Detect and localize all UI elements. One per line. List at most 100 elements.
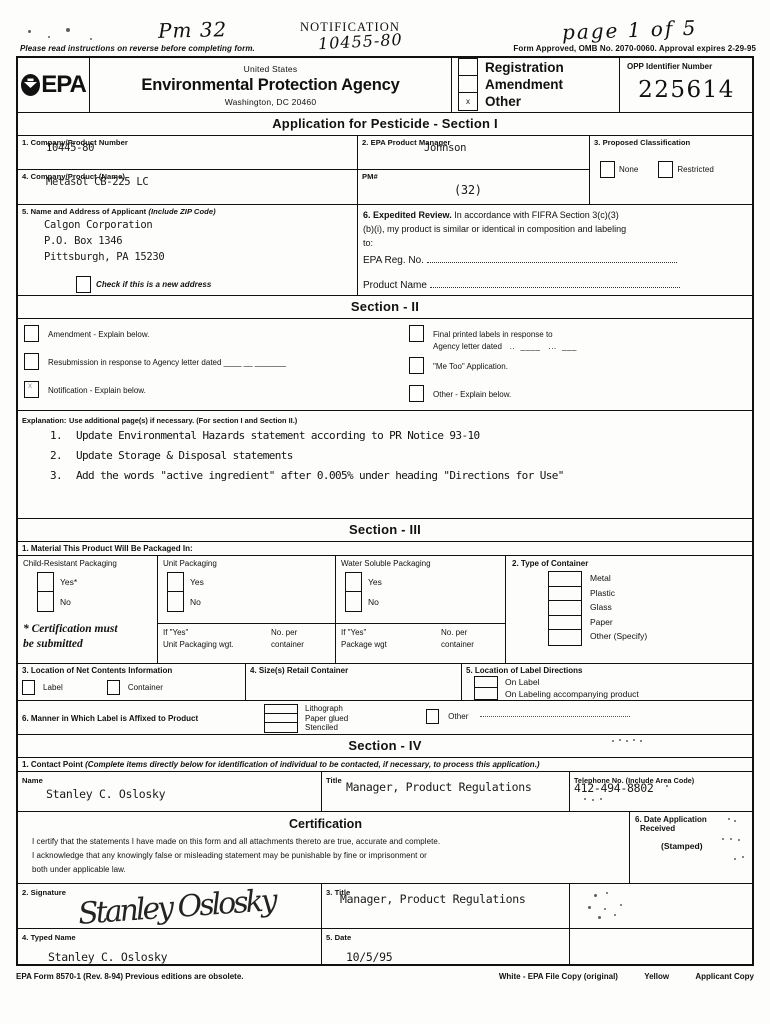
unit-packaging-yesno-boxes[interactable] xyxy=(167,572,184,613)
contact-name-cell[interactable]: Name Stanley C. Oslosky xyxy=(18,771,322,811)
checkbox-class-restricted[interactable] xyxy=(658,160,674,178)
water-soluble-packaging-cell[interactable]: Water Soluble Packaging Yes No xyxy=(336,556,506,664)
explanation-block[interactable]: Explanation: Use additional page(s) if n… xyxy=(18,411,752,520)
checkbox-net-contents-container[interactable] xyxy=(106,680,120,696)
explanation-items: 1. Update Environmental Hazards statement… xyxy=(50,429,746,482)
checkbox-row-me-too[interactable]: "Me Too" Application. xyxy=(409,356,752,374)
type-of-container-cell[interactable]: 2. Type of Container Metal Plastic Glass… xyxy=(506,556,752,663)
checkbox-child-resistant-yes[interactable] xyxy=(38,573,53,593)
label-affix-manner-row[interactable]: 6. Manner in Which Label is Affixed to P… xyxy=(18,701,752,735)
signature-blank-cell xyxy=(570,884,752,928)
affix-manner-checkboxes[interactable] xyxy=(264,704,298,734)
retail-container-size-cell[interactable]: 4. Size(s) Retail Container xyxy=(246,664,462,701)
contact-phone-cell[interactable]: Telephone No. (Include Area Code) 412-49… xyxy=(570,772,752,811)
explanation-item-number: 1. xyxy=(50,428,63,442)
contact-title-value: Manager, Product Regulations xyxy=(346,779,532,794)
section-2-right-column: Final printed labels in response to Agen… xyxy=(385,319,752,410)
checkbox-new-address[interactable] xyxy=(76,275,91,293)
company-product-name-cell[interactable]: 4. Company/Product (Name) Metasol CB-225… xyxy=(18,170,357,204)
net-contents-location-cell[interactable]: 3. Location of Net Contents Information … xyxy=(18,664,246,701)
certification-line-1: I certify that the statements I have mad… xyxy=(32,836,441,846)
child-resistant-packaging-cell[interactable]: Child-Resistant Packaging Yes* No * Cert… xyxy=(18,556,158,664)
section-4-title: Section - IV xyxy=(348,737,422,753)
checkbox-row-other[interactable]: Other - Explain below. xyxy=(409,384,752,402)
epa-logo-text: EPA xyxy=(41,70,87,98)
checkbox-row-amendment[interactable]: Amendment - Explain below. xyxy=(24,324,385,342)
label-s2-other: Other - Explain below. xyxy=(433,389,512,399)
explanation-item-number: 3. xyxy=(50,468,63,482)
label-class-restricted: Restricted xyxy=(677,164,714,174)
signature-title-cell[interactable]: 3. Title Manager, Product Regulations xyxy=(322,883,570,928)
checkbox-stenciled[interactable] xyxy=(265,723,297,732)
checkbox-on-label[interactable] xyxy=(475,677,497,689)
checkbox-row-notification[interactable]: Notification - Explain below. xyxy=(24,380,385,398)
checkbox-water-soluble-no[interactable] xyxy=(346,592,361,611)
checkbox-container-metal[interactable] xyxy=(549,572,581,587)
checkbox-other[interactable]: x xyxy=(466,97,470,107)
company-product-number-label: 1. Company/Product Number xyxy=(22,137,128,147)
checkbox-s2-notification[interactable] xyxy=(24,380,39,398)
checkbox-paper-glued[interactable] xyxy=(265,714,297,724)
applicant-address-cell[interactable]: 5. Name and Address of Applicant (Includ… xyxy=(18,204,358,295)
certification-line-3: both under applicable law. xyxy=(32,864,126,874)
checkbox-water-soluble-yes[interactable] xyxy=(346,573,361,593)
company-product-number-cell[interactable]: 1. Company/Product Number 10445-80 xyxy=(18,136,357,170)
checkbox-container-glass[interactable] xyxy=(549,601,581,616)
contact-title-cell[interactable]: Title Manager, Product Regulations xyxy=(322,771,570,811)
label-container-paper: Paper xyxy=(590,616,613,627)
epa-product-manager-cell[interactable]: 2. EPA Product Manager Johnson xyxy=(358,136,589,170)
checkbox-row-resubmission[interactable]: Resubmission in response to Agency lette… xyxy=(24,352,385,370)
retail-container-size-label: 4. Size(s) Retail Container xyxy=(250,666,349,676)
checkbox-container-plastic[interactable] xyxy=(549,587,581,602)
date-received-cell[interactable]: 6. Date Application Received (Stamped) xyxy=(630,812,752,883)
application-type-checkboxes[interactable]: x xyxy=(458,58,478,112)
checkbox-net-contents-label[interactable] xyxy=(22,680,35,696)
checkbox-amendment[interactable] xyxy=(459,76,477,94)
water-soluble-yesno-boxes[interactable] xyxy=(345,572,362,613)
child-resistant-yesno-boxes[interactable] xyxy=(37,572,54,613)
unit-container-label: container xyxy=(271,640,304,650)
label-directions-checkboxes[interactable] xyxy=(474,676,498,701)
expedited-review-cell[interactable]: 6. Expedited Review. In accordance with … xyxy=(358,205,752,295)
label-container-metal: Metal xyxy=(590,573,611,584)
checkbox-on-labeling[interactable] xyxy=(475,688,497,699)
epa-reg-no-input[interactable] xyxy=(426,261,677,263)
checkbox-unit-packaging-yes[interactable] xyxy=(168,573,183,593)
unit-packaging-cell[interactable]: Unit Packaging Yes No If "Y xyxy=(158,556,336,664)
ws-if-yes-label: If "Yes" xyxy=(341,628,367,638)
pm-number-cell[interactable]: PM# (32) xyxy=(358,170,589,204)
checkbox-registration[interactable] xyxy=(459,59,477,77)
product-name-input[interactable] xyxy=(429,286,680,288)
section-1-row-1: 1. Company/Product Number 10445-80 4. Co… xyxy=(18,135,752,205)
pm-number-label: PM# xyxy=(362,171,378,181)
checkbox-s2-resubmission[interactable] xyxy=(24,352,39,370)
label-s2-final-labels: Final printed labels in response to xyxy=(433,329,553,339)
checkbox-container-other[interactable] xyxy=(549,630,581,645)
affix-other-input[interactable] xyxy=(480,716,631,718)
checkbox-affix-other[interactable] xyxy=(426,709,440,725)
checkbox-s2-amendment[interactable] xyxy=(24,324,39,342)
label-other: Other xyxy=(485,94,522,110)
checkbox-class-none[interactable] xyxy=(600,160,615,178)
checkbox-lithograph[interactable] xyxy=(265,705,297,715)
label-container-other: Other (Specify) xyxy=(590,631,648,642)
material-packaged-label: 1. Material This Product Will Be Package… xyxy=(18,542,752,557)
label-class-none: None xyxy=(619,164,639,174)
ws-package-wgt-label: Package wgt xyxy=(341,640,387,650)
signature-cell[interactable]: 2. Signature Stanley Oslosky xyxy=(18,883,322,931)
section-3-title: Section - III xyxy=(18,519,752,543)
checkbox-child-resistant-no[interactable] xyxy=(38,592,53,611)
checkbox-container-paper[interactable] xyxy=(549,616,581,631)
agency-letter-date-line[interactable]: .. ____ ... ___ xyxy=(504,341,577,351)
checkbox-s2-me-too[interactable] xyxy=(409,356,424,374)
pm-number-value: (32) xyxy=(454,182,482,197)
label-directions-location-cell[interactable]: 5. Location of Label Directions On Label… xyxy=(462,664,752,701)
container-type-checkboxes[interactable] xyxy=(548,571,582,646)
checkbox-unit-packaging-no[interactable] xyxy=(168,592,183,611)
signature-date-cell[interactable]: 5. Date 10/5/95 xyxy=(322,928,570,964)
water-soluble-label: Water Soluble Packaging xyxy=(341,559,431,569)
checkbox-s2-other[interactable] xyxy=(409,384,424,402)
checkbox-s2-final-labels[interactable] xyxy=(409,324,424,342)
typed-name-cell[interactable]: 4. Typed Name Stanley C. Oslosky xyxy=(18,928,322,964)
checkbox-row-final-labels[interactable]: Final printed labels in response to Agen… xyxy=(409,324,752,353)
